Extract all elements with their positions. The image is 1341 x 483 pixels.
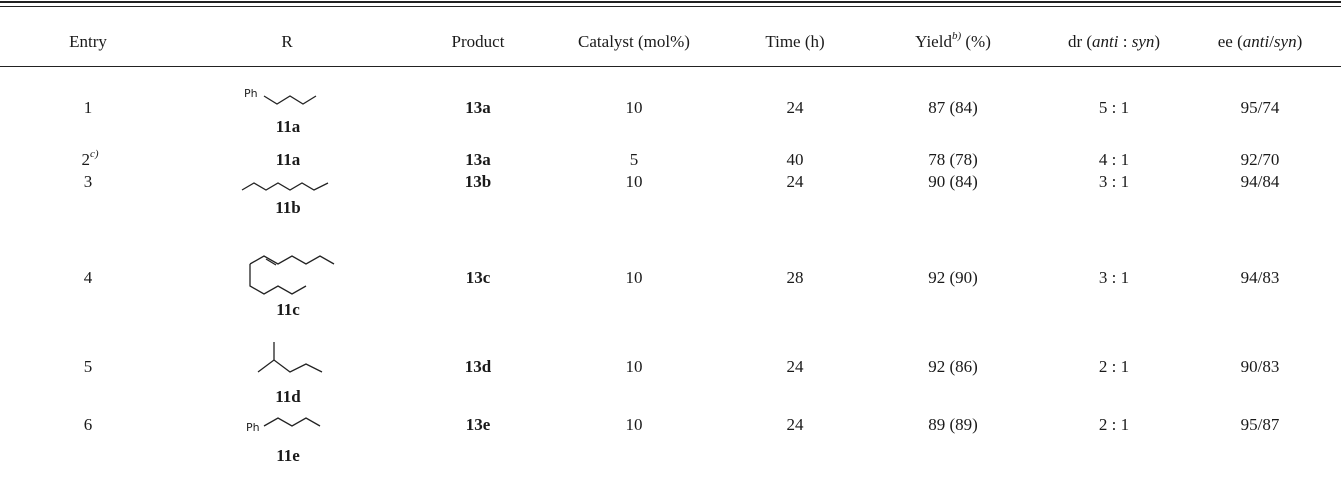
product-cell: 13e (465, 415, 491, 434)
time-cell: 24 (786, 98, 804, 117)
compound-label: 11a (275, 117, 301, 136)
compound-label: 11c (276, 300, 300, 319)
entry-cell: 5 (83, 357, 93, 376)
yield-cell: 90 (84) (928, 172, 978, 191)
ee-cell: 95/87 (1240, 415, 1280, 434)
structure-11c (249, 255, 335, 295)
header-entry: Entry (69, 32, 107, 51)
svg-text:Ph: Ph (244, 87, 258, 100)
yield-cell: 92 (86) (928, 357, 978, 376)
time-cell: 24 (786, 415, 804, 434)
catalyst-cell: 10 (625, 357, 643, 376)
header-catalyst: Catalyst (mol%) (578, 32, 690, 51)
product-cell: 13b (464, 172, 492, 191)
header-dr: dr (anti : syn) (1067, 32, 1161, 51)
time-cell: 24 (786, 172, 804, 191)
time-cell: 40 (786, 150, 804, 169)
catalyst-cell: 10 (625, 172, 643, 191)
header-yield: Yieldb) (%) (915, 30, 991, 51)
dr-cell: 2 : 1 (1098, 415, 1130, 434)
ee-cell: 94/83 (1240, 268, 1280, 287)
top-rule-thin (0, 6, 1341, 7)
structure-11a: Ph (244, 87, 317, 105)
yield-cell: 78 (78) (928, 150, 978, 169)
compound-label: 11a (275, 150, 301, 169)
header-product: Product (451, 32, 505, 51)
structure-11d (257, 342, 323, 373)
catalyst-cell: 10 (625, 98, 643, 117)
ee-cell: 92/70 (1240, 150, 1280, 169)
svg-text:Ph: Ph (246, 421, 260, 434)
product-cell: 13d (464, 357, 492, 376)
entry-cell: 1 (83, 98, 93, 117)
header-ee: ee (anti/syn) (1217, 32, 1303, 51)
compound-label: 11b (275, 198, 301, 217)
compound-label: 11d (275, 387, 301, 406)
header-r: R (281, 32, 293, 51)
dr-cell: 3 : 1 (1098, 268, 1130, 287)
ee-cell: 94/84 (1240, 172, 1280, 191)
header-time: Time (h) (765, 32, 825, 51)
yield-cell: 89 (89) (928, 415, 978, 434)
entry-cell: 3 (83, 172, 93, 191)
ee-cell: 95/74 (1240, 98, 1280, 117)
catalyst-cell: 5 (629, 150, 639, 169)
dr-cell: 2 : 1 (1098, 357, 1130, 376)
yield-cell: 92 (90) (928, 268, 978, 287)
header-rule (0, 66, 1341, 67)
catalyst-cell: 10 (625, 415, 643, 434)
entry-cell: 6 (83, 415, 93, 434)
entry-cell: 2c) (81, 148, 99, 169)
dr-cell: 3 : 1 (1098, 172, 1130, 191)
structure-11e: Ph (246, 417, 321, 434)
product-cell: 13a (465, 98, 491, 117)
dr-cell: 4 : 1 (1098, 150, 1130, 169)
structure-11b (241, 182, 329, 191)
entry-cell: 4 (83, 268, 93, 287)
ee-cell: 90/83 (1240, 357, 1280, 376)
product-cell: 13a (465, 150, 491, 169)
top-rule (0, 1, 1341, 3)
catalyst-cell: 10 (625, 268, 643, 287)
yield-cell: 87 (84) (928, 98, 978, 117)
time-cell: 28 (786, 268, 804, 287)
time-cell: 24 (786, 357, 804, 376)
compound-label: 11e (276, 446, 300, 465)
product-cell: 13c (465, 268, 491, 287)
dr-cell: 5 : 1 (1098, 98, 1130, 117)
